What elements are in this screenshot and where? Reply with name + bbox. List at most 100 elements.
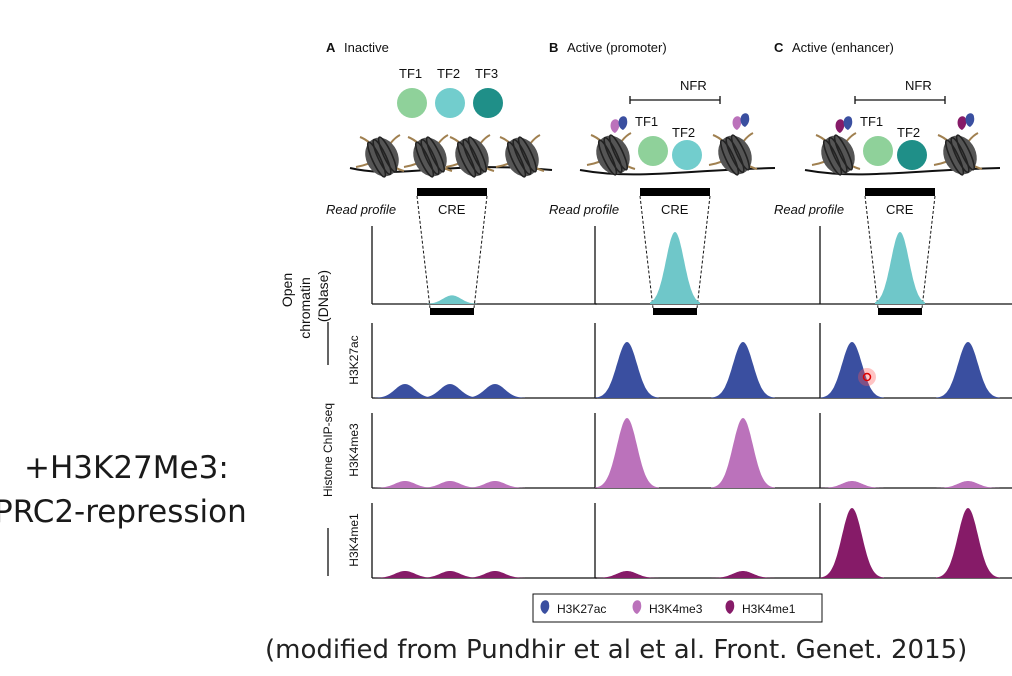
histone-peak (465, 571, 525, 578)
histone-peak (820, 508, 884, 578)
histone-mark-icon (957, 116, 967, 130)
source-credit: (modified from Pundhir et al et al. Fron… (265, 635, 968, 665)
dna-wrap (719, 139, 740, 176)
open-chromatin-label-1: Open (279, 273, 295, 307)
histone-mark-icon (740, 113, 750, 127)
nfr-bracket (854, 96, 946, 104)
nfr-bracket (629, 96, 721, 104)
track-label: H3K4me1 (347, 513, 361, 567)
legend-swatch-icon (540, 600, 550, 614)
histone-peak (936, 342, 1000, 398)
tf-label: TF1 (635, 114, 658, 129)
tf-circle (435, 88, 465, 118)
cursor-ring (862, 372, 872, 382)
panel-letter: C (774, 40, 784, 55)
dna-wrap (828, 136, 848, 174)
nucleosome (933, 132, 983, 176)
dnase-peak (875, 232, 925, 304)
nucleosome (811, 132, 861, 176)
histone-peak (465, 384, 525, 398)
histone-peak (711, 342, 775, 398)
dna-wrap (597, 139, 618, 176)
histone-mark-icon (610, 119, 620, 133)
tf-label: TF3 (475, 66, 498, 81)
panel-title: Active (promoter) (567, 40, 667, 55)
dna-wrap (467, 136, 488, 173)
cre-label: CRE (438, 202, 466, 217)
histone-mark-icon (732, 116, 742, 130)
legend-box (532, 593, 823, 623)
tf-circle (897, 140, 927, 170)
dnase-peak (650, 232, 700, 304)
cre-projection-lines (639, 195, 711, 309)
cre-projection-lines (864, 195, 936, 309)
dna-wrap (462, 138, 482, 176)
histone-peak (420, 481, 480, 488)
panel-letter: A (326, 40, 336, 55)
cre-bar-lower (653, 308, 697, 315)
histone-chip-label: Histone ChIP-seq (321, 403, 335, 497)
histone-peak (420, 571, 480, 578)
legend-swatch-icon (725, 600, 735, 614)
histone-peak (936, 481, 1000, 488)
histone-peak (465, 481, 525, 488)
histone-peak (820, 342, 884, 398)
dna-wrap (730, 134, 751, 171)
dna-wrap (377, 136, 398, 173)
tf-circle (397, 88, 427, 118)
tf-circle (638, 136, 668, 166)
panel-title: Active (enhancer) (792, 40, 894, 55)
dna-wrap (372, 138, 392, 176)
read-profile-label: Read profile (549, 202, 619, 217)
dna-wrap (833, 134, 854, 171)
nucleosome (586, 132, 636, 176)
dna-wrap (506, 141, 527, 178)
cre-label: CRE (661, 202, 689, 217)
nucleosome (355, 134, 405, 178)
nucleosome (445, 134, 495, 178)
cre-bar (640, 188, 710, 196)
dna-wrap (366, 141, 387, 178)
legend-label: H3K27ac (557, 602, 606, 616)
histone-mark-icon (843, 116, 853, 130)
nfr-label: NFR (905, 78, 932, 93)
nucleosome (495, 134, 545, 178)
track-label: H3K4me3 (347, 423, 361, 477)
tf-label: TF1 (860, 114, 883, 129)
histone-mark-icon (965, 113, 975, 127)
panel-title: Inactive (344, 40, 389, 55)
cursor-glow (858, 368, 876, 386)
open-chromatin-label-2: chromatin (297, 277, 313, 338)
legend-label: H3K4me3 (649, 602, 703, 616)
dna-wrap (512, 138, 532, 176)
read-profile-label: Read profile (774, 202, 844, 217)
tf-circle (672, 140, 702, 170)
histone-mark-icon (835, 119, 845, 133)
histone-mark-icon (618, 116, 628, 130)
histone-peak (936, 508, 1000, 578)
dna-wrap (420, 138, 440, 176)
dna-wrap (603, 136, 623, 174)
histone-peak (711, 418, 775, 488)
nucleosome (708, 132, 758, 176)
histone-peak (595, 342, 659, 398)
dna-wrap (414, 141, 435, 178)
histone-peak (820, 481, 884, 488)
tf-label: TF1 (399, 66, 422, 81)
legend-swatch-icon (632, 600, 642, 614)
side-note-line1: +H3K27Me3: (24, 450, 229, 486)
tf-label: TF2 (672, 125, 695, 140)
cre-bar (865, 188, 935, 196)
dna-wrap (425, 136, 446, 173)
histone-peak (420, 384, 480, 398)
cre-bar (417, 188, 487, 196)
nfr-label: NFR (680, 78, 707, 93)
tf-label: TF2 (897, 125, 920, 140)
read-profile-label: Read profile (326, 202, 396, 217)
dna-wrap (456, 141, 477, 178)
histone-peak (595, 571, 659, 578)
track-label: H3K27ac (347, 335, 361, 384)
dna-wrap (517, 136, 538, 173)
open-chromatin-label-3: (DNase) (315, 270, 331, 322)
tf-circle (863, 136, 893, 166)
